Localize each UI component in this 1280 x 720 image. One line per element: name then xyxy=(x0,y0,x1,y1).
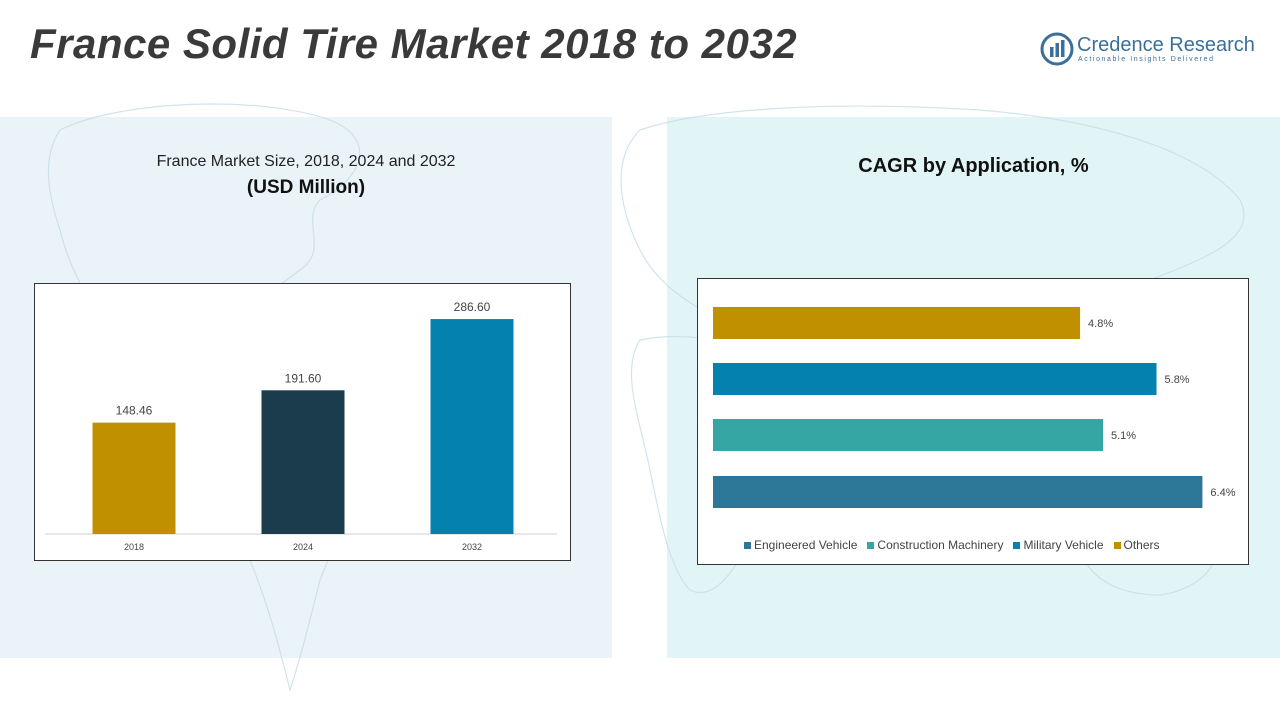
legend-swatch xyxy=(1013,541,1021,549)
bar-2032 xyxy=(430,319,514,534)
brand-tagline: Actionable Insights Delivered xyxy=(1078,56,1215,63)
hbar-value-label: 6.4% xyxy=(1210,487,1235,499)
brand-logo: Credence Research Actionable Insights De… xyxy=(1040,30,1260,70)
legend-item: Others xyxy=(1113,538,1160,552)
legend-label: Others xyxy=(1123,538,1160,552)
hbar-construction-machinery xyxy=(713,419,1103,451)
legend-swatch xyxy=(1113,541,1121,549)
page-title: France Solid Tire Market 2018 to 2032 xyxy=(30,20,798,67)
bar-2018 xyxy=(92,422,176,534)
left-chart-unit: (USD Million) xyxy=(246,177,366,198)
market-size-chart-frame: 148.46 2018 191.60 2024 286.60 2032 xyxy=(34,283,571,561)
x-tick-label: 2018 xyxy=(124,542,144,552)
bar-value-label: 191.60 xyxy=(285,371,322,385)
hbar-value-label: 5.8% xyxy=(1165,374,1190,386)
x-tick-label: 2032 xyxy=(462,542,482,552)
cagr-chart-frame: 4.8% 5.8% 5.1% 6.4% xyxy=(697,278,1249,565)
legend-item: Military Vehicle xyxy=(1013,538,1104,552)
credence-logo-icon xyxy=(1040,32,1074,66)
bar-2024 xyxy=(261,390,345,534)
right-chart-title: CAGR by Application, % xyxy=(858,155,1089,177)
legend-label: Military Vehicle xyxy=(1023,538,1104,552)
legend-label: Engineered Vehicle xyxy=(754,538,858,552)
cagr-legend: Engineered Vehicle Construction Machinery… xyxy=(744,538,1160,552)
hbar-others xyxy=(713,307,1081,339)
hbar-value-label: 4.8% xyxy=(1088,318,1113,330)
hbar-military-vehicle xyxy=(713,363,1157,395)
bar-value-label: 286.60 xyxy=(454,300,491,314)
legend-item: Construction Machinery xyxy=(867,538,1003,552)
hbar-value-label: 5.1% xyxy=(1111,430,1136,442)
legend-swatch xyxy=(867,541,875,549)
x-tick-label: 2024 xyxy=(293,542,313,552)
cagr-horizontal-bar-chart: 4.8% 5.8% 5.1% 6.4% xyxy=(713,307,1236,508)
legend-swatch xyxy=(744,541,751,549)
left-chart-subtitle: France Market Size, 2018, 2024 and 2032 xyxy=(156,153,456,170)
bar-value-label: 148.46 xyxy=(116,404,153,418)
legend-item: Engineered Vehicle xyxy=(744,538,857,552)
legend-label: Construction Machinery xyxy=(877,538,1004,552)
hbar-engineered-vehicle xyxy=(713,476,1203,508)
market-size-bar-chart: 148.46 2018 191.60 2024 286.60 2032 xyxy=(45,300,557,552)
brand-name: Credence Research xyxy=(1077,34,1255,56)
